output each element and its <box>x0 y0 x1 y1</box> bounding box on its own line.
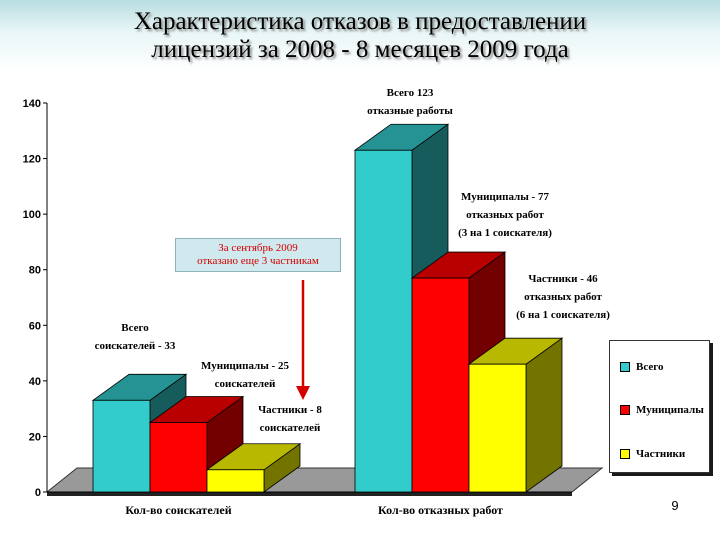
y-tick-label: 100 <box>23 209 41 221</box>
september-note-line1: За сентябрь 2009 <box>218 242 298 254</box>
annotation-line: Частники - 8 <box>258 404 322 416</box>
y-tick-label: 0 <box>35 487 41 499</box>
y-tick-label: 120 <box>23 154 41 166</box>
annotation-municipal-applicants: Муниципалы - 25 соискателей <box>190 357 300 393</box>
bar <box>468 363 527 493</box>
september-note: За сентябрь 2009 отказано еще 3 частника… <box>175 238 341 272</box>
chart-legend: Всего Муниципалы Частники <box>609 340 710 473</box>
bar <box>411 277 470 493</box>
legend-item-municipal: Муниципалы <box>620 404 704 418</box>
slide-title-line2: лицензий за 2008 - 8 месяцев 2009 года <box>151 36 569 63</box>
annotation-line: Всего <box>121 322 149 334</box>
annotation-line: соискателей - 33 <box>94 340 176 352</box>
slide-title-line1: Характеристика отказов в предоставлении <box>133 8 587 35</box>
annotation-private-refusals: Частники - 46 отказных работ (6 на 1 сои… <box>503 270 623 324</box>
y-tick-label: 80 <box>29 265 41 277</box>
annotation-total-applicants: Всего соискателей - 33 <box>80 319 190 355</box>
legend-label: Муниципалы <box>636 404 704 416</box>
y-tick-label: 40 <box>29 376 41 388</box>
annotation-line: Муниципалы - 77 <box>461 191 549 203</box>
x-category-label: Кол-во соискателей <box>125 503 231 517</box>
title-bar <box>0 0 720 72</box>
y-tick-label: 60 <box>29 320 41 332</box>
chart-floor-edge <box>47 492 572 496</box>
september-note-line2: отказано еще 3 частникам <box>197 255 319 267</box>
page-number: 9 <box>671 498 679 513</box>
annotation-private-applicants: Частники - 8 соискателей <box>240 401 340 437</box>
y-tick-label: 20 <box>29 431 41 443</box>
bar <box>354 149 413 493</box>
annotation-line: соискателей <box>214 378 276 390</box>
y-tick-label: 140 <box>23 98 41 110</box>
bar <box>149 422 208 493</box>
annotation-total-refusals: Всего 123 отказные работы <box>350 84 470 120</box>
annotation-line: отказных работ <box>524 291 602 303</box>
annotation-line: Всего 123 <box>386 87 434 99</box>
annotation-line: соискателей <box>259 422 321 434</box>
legend-label: Частники <box>636 448 686 460</box>
annotation-line: отказных работ <box>466 209 544 221</box>
annotation-municipal-refusals: Муниципалы - 77 отказных работ (3 на 1 с… <box>445 188 565 242</box>
legend-swatch-total <box>620 362 630 373</box>
bar <box>92 399 151 493</box>
x-category-label: Кол-во отказных работ <box>378 503 503 517</box>
annotation-line: (6 на 1 соискателя) <box>516 309 610 321</box>
legend-label: Всего <box>636 361 664 373</box>
slide-title: Характеристика отказов в предоставлении … <box>0 8 720 64</box>
legend-item-private: Частники <box>620 448 685 462</box>
bar-side <box>525 337 563 493</box>
legend-swatch-municipal <box>620 405 630 416</box>
annotation-line: Частники - 46 <box>528 273 598 285</box>
annotation-line: отказные работы <box>367 105 453 117</box>
annotation-line: Муниципалы - 25 <box>201 360 289 372</box>
bar <box>206 469 265 493</box>
legend-swatch-private <box>620 449 630 460</box>
annotation-line: (3 на 1 соискателя) <box>458 227 552 239</box>
note-arrow-head <box>296 386 310 400</box>
legend-item-total: Всего <box>620 361 663 375</box>
